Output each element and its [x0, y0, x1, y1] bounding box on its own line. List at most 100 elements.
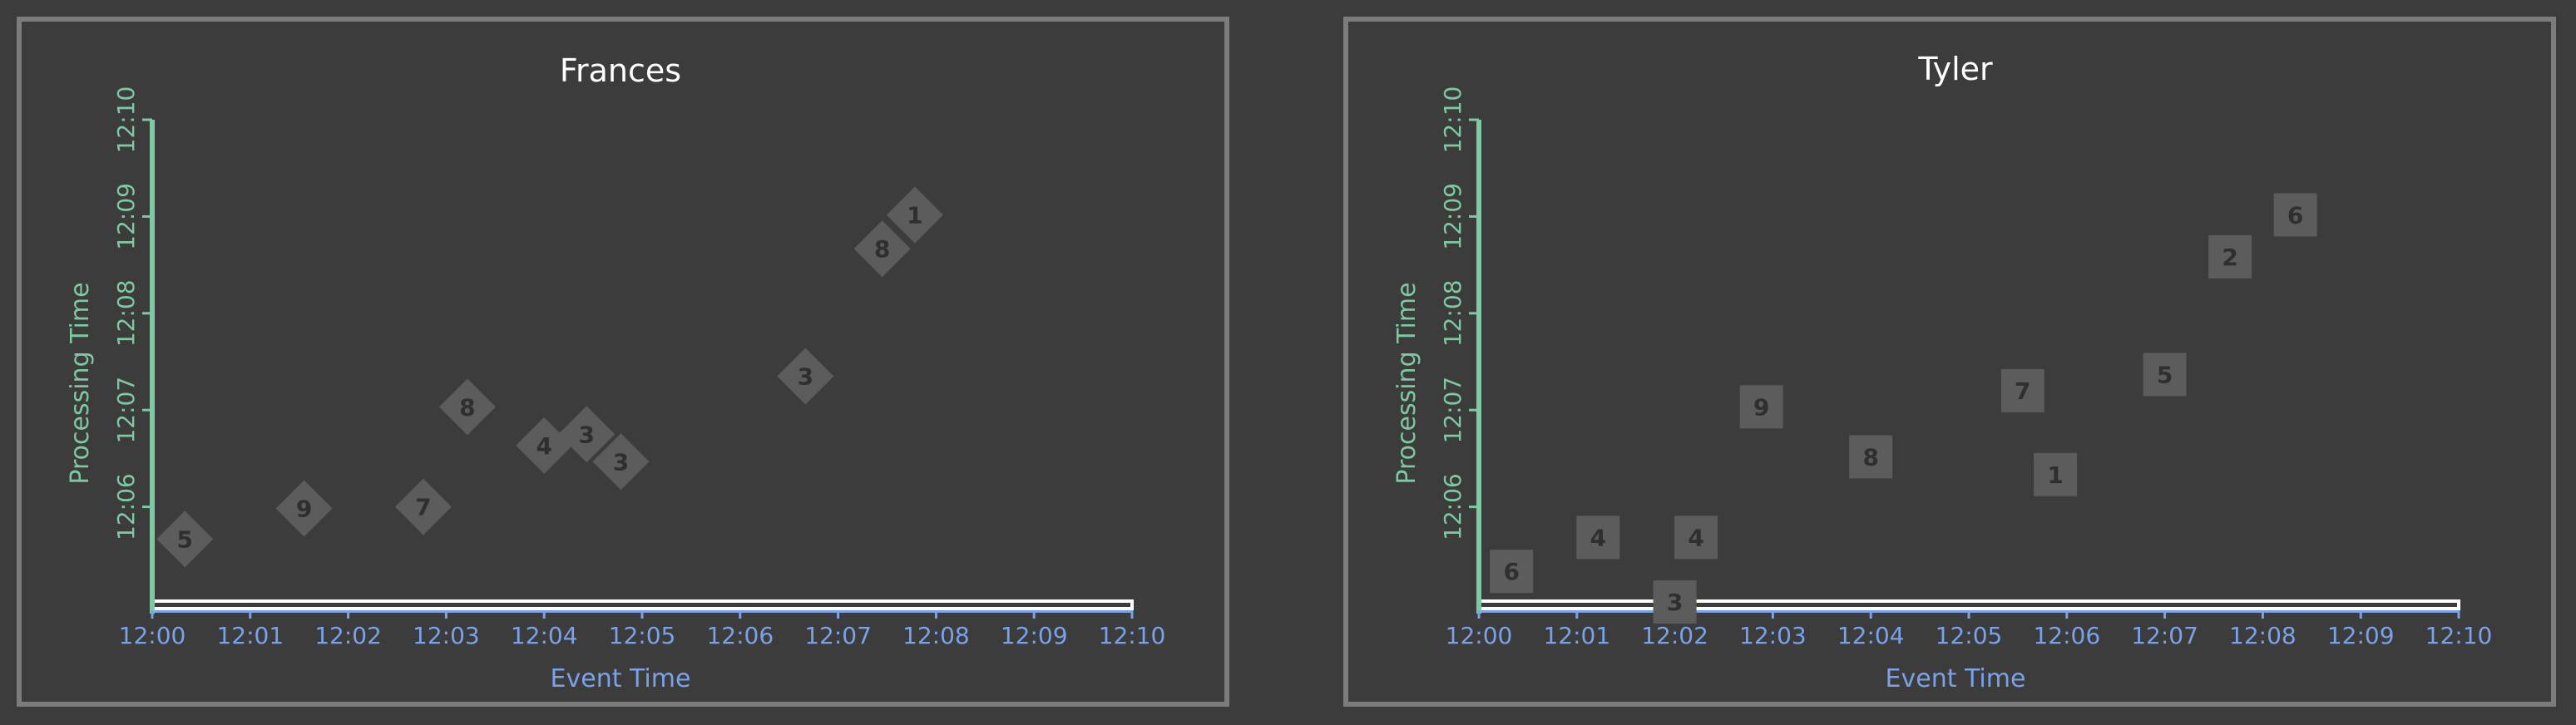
chart-panel-frances: Frances Event Time Processing Time 12:00…: [17, 17, 1229, 707]
x-axis-label: Event Time: [1886, 664, 2026, 693]
x-tick-label: 12:07: [2131, 622, 2198, 649]
x-tick-label: 12:02: [1641, 622, 1708, 649]
x-tick-label: 12:10: [1099, 622, 1166, 649]
data-point-marker: [558, 406, 616, 463]
chart-title: Frances: [560, 52, 681, 89]
data-point-label: 8: [1862, 443, 1878, 471]
y-tick-label: 12:09: [1439, 183, 1466, 250]
data-point-marker: [1739, 385, 1783, 429]
data-point-marker: [394, 478, 452, 535]
data-point-label: 7: [415, 494, 431, 521]
y-axis-label: Processing Time: [1392, 282, 1421, 484]
x-tick-label: 12:08: [2229, 622, 2297, 649]
data-point-label: 3: [613, 448, 629, 476]
data-point-label: 3: [1667, 589, 1683, 616]
data-point-label: 8: [459, 393, 475, 421]
x-tick-label: 12:04: [1837, 622, 1905, 649]
data-point-marker: [1576, 515, 1620, 560]
x-tick-label: 12:10: [2425, 622, 2493, 649]
x-tick-label: 12:00: [119, 622, 186, 649]
data-point: 4: [1576, 515, 1620, 560]
x-tick-label: 12:01: [1543, 622, 1610, 649]
data-point: 9: [1739, 385, 1783, 429]
data-point: 8: [438, 378, 496, 436]
data-point-label: 3: [798, 362, 813, 390]
x-tick-label: 12:01: [216, 622, 284, 649]
data-point-marker: [275, 480, 333, 537]
x-tick-label: 12:00: [1446, 622, 1513, 649]
data-point-label: 1: [2047, 461, 2063, 489]
data-point-marker: [2000, 368, 2044, 412]
x-tick-label: 12:08: [902, 622, 970, 649]
data-point-label: 9: [296, 496, 312, 523]
data-point-label: 5: [177, 525, 193, 553]
x-tick-label: 12:09: [2327, 622, 2395, 649]
data-point-label: 6: [2287, 201, 2303, 229]
data-point-label: 9: [1753, 393, 1769, 421]
data-point-marker: [1849, 435, 1893, 479]
data-point: 7: [2000, 368, 2044, 412]
data-point: 1: [2034, 452, 2078, 496]
y-tick-label: 12:08: [112, 279, 140, 347]
x-tick-label: 12:04: [511, 622, 578, 649]
data-point-marker: [2273, 193, 2317, 237]
y-tick-label: 12:10: [112, 86, 140, 154]
data-point-marker: [156, 510, 214, 568]
data-point: 6: [1490, 550, 1534, 594]
data-point-marker: [2143, 353, 2187, 397]
data-point: 3: [1653, 580, 1697, 624]
chart-title: Tyler: [1917, 51, 1993, 87]
data-point: 4: [516, 417, 573, 474]
data-point: 8: [853, 220, 911, 278]
x-tick-label: 12:05: [1936, 622, 2003, 649]
data-point-label: 8: [874, 235, 890, 263]
x-tick-label: 12:03: [1739, 622, 1807, 649]
data-point: 6: [2273, 193, 2317, 237]
data-point-marker: [777, 348, 834, 405]
data-point-label: 3: [579, 421, 595, 448]
x-tick-label: 12:09: [1001, 622, 1068, 649]
data-point-label: 6: [1504, 558, 1520, 585]
scatter-chart-tyler: Tyler Event Time Processing Time 12:00 12…: [1392, 51, 2493, 693]
scatter-chart-frances: Frances Event Time Processing Time 12:00…: [66, 52, 1166, 693]
x-tick-label: 12:07: [804, 622, 872, 649]
y-tick-label: 12:07: [1439, 377, 1466, 444]
y-tick-label: 12:06: [1439, 473, 1466, 540]
data-point: 3: [592, 433, 650, 491]
data-point-marker: [853, 220, 911, 278]
time-window-bar: [1477, 599, 2460, 610]
y-tick-label: 12:07: [112, 377, 140, 444]
data-point-marker: [2034, 452, 2078, 496]
data-point-marker: [1674, 515, 1718, 560]
data-point-label: 4: [1590, 524, 1606, 551]
data-point: 5: [2143, 353, 2187, 397]
data-point-marker: [516, 417, 573, 474]
data-point: 2: [2208, 234, 2252, 279]
data-point-label: 4: [1688, 524, 1703, 551]
y-tick-label: 12:08: [1439, 279, 1466, 347]
x-tick-label: 12:05: [609, 622, 676, 649]
data-point: 5: [156, 510, 214, 568]
data-point: 7: [394, 478, 452, 535]
data-point-label: 4: [536, 432, 551, 460]
data-point-label: 7: [2015, 377, 2030, 405]
data-point-label: 5: [2157, 362, 2173, 389]
data-point: 3: [777, 348, 834, 405]
x-tick-label: 12:06: [706, 622, 774, 649]
y-tick-label: 12:06: [112, 473, 140, 540]
data-point-marker: [1653, 580, 1697, 624]
data-point: 3: [558, 406, 616, 463]
time-window-bar: [151, 599, 1134, 610]
data-point-marker: [886, 186, 943, 244]
y-axis-label: Processing Time: [66, 282, 95, 484]
x-tick-label: 12:03: [413, 622, 480, 649]
data-point-marker: [438, 378, 496, 436]
chart-panel-tyler: Tyler Event Time Processing Time 12:00 12…: [1343, 17, 2556, 707]
y-tick-label: 12:09: [112, 183, 140, 250]
y-tick-label: 12:10: [1439, 86, 1466, 154]
x-tick-label: 12:06: [2033, 622, 2100, 649]
data-point: 8: [1849, 435, 1893, 479]
data-point-marker: [1490, 550, 1534, 594]
data-point-label: 1: [907, 201, 922, 229]
data-point: 9: [275, 480, 333, 537]
